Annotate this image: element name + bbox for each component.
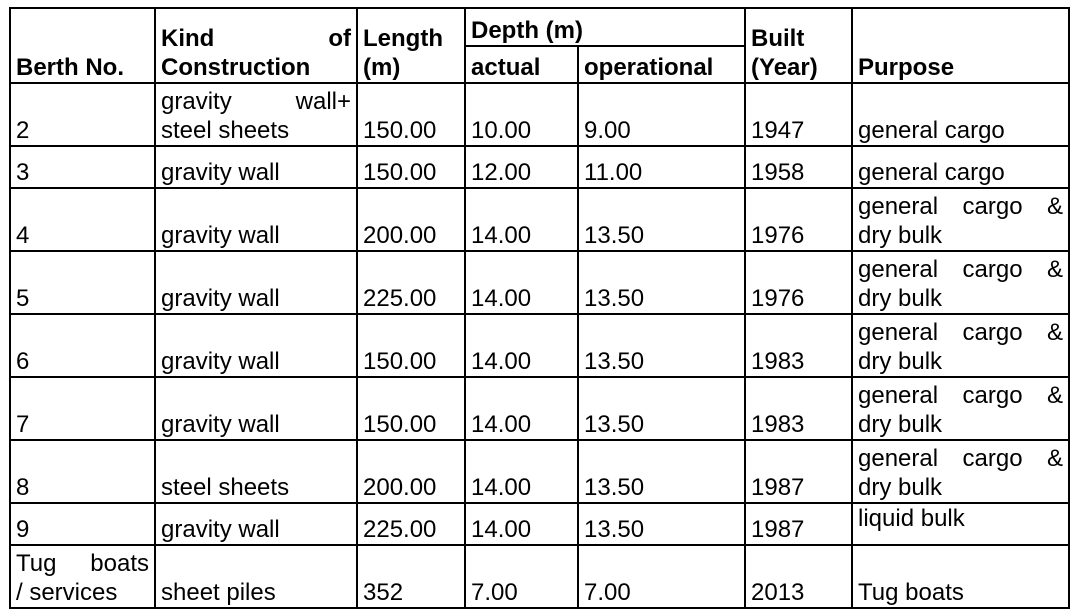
berth-cell: 4 bbox=[9, 187, 156, 252]
header-berth-no: Berth No. bbox=[9, 7, 156, 84]
berth-cell: 7 bbox=[9, 376, 156, 441]
built-cell: 1958 bbox=[744, 145, 854, 189]
built-cell: 2013 bbox=[744, 544, 854, 609]
kind-cell: gravity wall bbox=[154, 502, 358, 546]
depth-operational-cell: 9.00 bbox=[576, 82, 747, 147]
kind-cell: gravity wall bbox=[154, 187, 358, 252]
depth-operational-cell: 13.50 bbox=[576, 439, 747, 504]
depth-operational-cell: 7.00 bbox=[576, 544, 747, 609]
header-depth-actual: actual bbox=[464, 45, 579, 84]
purpose-cell: general cargo & dry bulk bbox=[851, 250, 1071, 315]
depth-actual-cell: 14.00 bbox=[464, 250, 579, 315]
length-cell: 225.00 bbox=[356, 250, 466, 315]
berth-cell: 2 bbox=[9, 82, 156, 147]
purpose-cell: Tug boats bbox=[851, 544, 1071, 609]
depth-operational-cell: 13.50 bbox=[576, 313, 747, 378]
depth-actual-cell: 7.00 bbox=[464, 544, 579, 609]
length-cell: 150.00 bbox=[356, 82, 466, 147]
kind-cell: gravity wall bbox=[154, 250, 358, 315]
depth-actual-cell: 14.00 bbox=[464, 187, 579, 252]
berth-cell: 5 bbox=[9, 250, 156, 315]
table-row: 6 gravity wall 150.00 14.00 13.50 1983 g… bbox=[9, 313, 1071, 378]
purpose-cell: general cargo & dry bulk bbox=[851, 439, 1071, 504]
depth-actual-cell: 14.00 bbox=[464, 502, 579, 546]
depth-operational-cell: 13.50 bbox=[576, 376, 747, 441]
length-cell: 200.00 bbox=[356, 439, 466, 504]
kind-cell: gravity wall bbox=[154, 145, 358, 189]
header-depth-operational: operational bbox=[576, 45, 747, 84]
depth-actual-cell: 14.00 bbox=[464, 439, 579, 504]
built-cell: 1987 bbox=[744, 502, 854, 546]
purpose-cell: general cargo bbox=[851, 82, 1071, 147]
depth-operational-cell: 13.50 bbox=[576, 187, 747, 252]
kind-cell: gravity wall+ steel sheets bbox=[154, 82, 358, 147]
header-length: Length (m) bbox=[356, 7, 466, 84]
built-cell: 1987 bbox=[744, 439, 854, 504]
header-built: Built (Year) bbox=[744, 7, 854, 84]
depth-operational-cell: 13.50 bbox=[576, 502, 747, 546]
purpose-cell: liquid bulk bbox=[851, 502, 1071, 546]
purpose-cell: general cargo & dry bulk bbox=[851, 313, 1071, 378]
header-purpose: Purpose bbox=[851, 7, 1071, 84]
table-row: 9 gravity wall 225.00 14.00 13.50 1987 l… bbox=[9, 502, 1071, 546]
depth-operational-cell: 11.00 bbox=[576, 145, 747, 189]
kind-cell: gravity wall bbox=[154, 376, 358, 441]
length-cell: 150.00 bbox=[356, 313, 466, 378]
kind-cell: steel sheets bbox=[154, 439, 358, 504]
berth-cell: 8 bbox=[9, 439, 156, 504]
table-row: 7 gravity wall 150.00 14.00 13.50 1983 g… bbox=[9, 376, 1071, 441]
depth-actual-cell: 14.00 bbox=[464, 376, 579, 441]
depth-operational-cell: 13.50 bbox=[576, 250, 747, 315]
length-cell: 225.00 bbox=[356, 502, 466, 546]
built-cell: 1983 bbox=[744, 376, 854, 441]
purpose-cell: general cargo & dry bulk bbox=[851, 376, 1071, 441]
table-row: 5 gravity wall 225.00 14.00 13.50 1976 g… bbox=[9, 250, 1071, 315]
berth-cell: 9 bbox=[9, 502, 156, 546]
header-depth: Depth (m) bbox=[463, 7, 747, 47]
purpose-cell: general cargo & dry bulk bbox=[851, 187, 1071, 252]
length-cell: 200.00 bbox=[356, 187, 466, 252]
purpose-cell: general cargo bbox=[851, 145, 1071, 189]
length-cell: 150.00 bbox=[356, 376, 466, 441]
berth-cell: 3 bbox=[9, 145, 156, 189]
table-row: 8 steel sheets 200.00 14.00 13.50 1987 g… bbox=[9, 439, 1071, 504]
built-cell: 1976 bbox=[744, 250, 854, 315]
length-cell: 352 bbox=[356, 544, 466, 609]
built-cell: 1983 bbox=[744, 313, 854, 378]
berth-table: Berth No. Kind of Construction Length (m)… bbox=[9, 7, 1071, 609]
table-row: 3 gravity wall 150.00 12.00 11.00 1958 g… bbox=[9, 145, 1071, 189]
depth-actual-cell: 10.00 bbox=[464, 82, 579, 147]
built-cell: 1947 bbox=[744, 82, 854, 147]
header-kind-of-construction: Kind of Construction bbox=[154, 7, 358, 84]
table-row: Tug boats / services sheet piles 352 7.00… bbox=[9, 544, 1071, 609]
table-row: 4 gravity wall 200.00 14.00 13.50 1976 g… bbox=[9, 187, 1071, 252]
depth-actual-cell: 14.00 bbox=[464, 313, 579, 378]
berth-cell: Tug boats / services bbox=[9, 544, 156, 609]
kind-cell: gravity wall bbox=[154, 313, 358, 378]
berth-cell: 6 bbox=[9, 313, 156, 378]
kind-cell: sheet piles bbox=[154, 544, 358, 609]
depth-actual-cell: 12.00 bbox=[464, 145, 579, 189]
built-cell: 1976 bbox=[744, 187, 854, 252]
table-row: 2 gravity wall+ steel sheets 150.00 10.00… bbox=[9, 82, 1071, 147]
length-cell: 150.00 bbox=[356, 145, 466, 189]
